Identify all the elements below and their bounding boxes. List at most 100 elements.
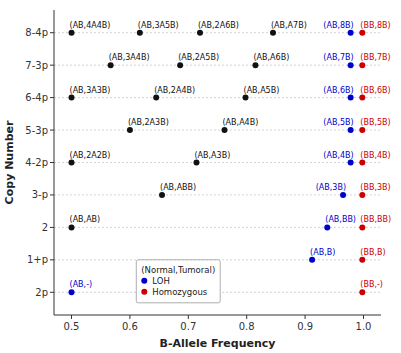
- x-tick: [363, 315, 364, 319]
- x-axis-line: [54, 315, 381, 316]
- axes: 2p1+p23-p4-2p5-3p6-4p7-3p8-4p0.50.60.70.…: [25, 10, 381, 332]
- legend: (Normal,Tumoral)LOHHomozygous: [136, 260, 220, 303]
- point: [69, 224, 75, 230]
- grid-line: [54, 65, 381, 66]
- point-label: (BB,7B): [360, 53, 390, 62]
- x-tick: [305, 315, 306, 319]
- point-label: (AB,A4B): [223, 118, 259, 127]
- point: [127, 127, 133, 133]
- point-label: (AB,3B): [316, 183, 346, 192]
- point-label: (AB,A3B): [194, 151, 230, 160]
- point: [193, 160, 199, 166]
- point-label: (BB,B): [360, 248, 385, 257]
- x-tick: [188, 315, 189, 319]
- x-tick-label: 0.7: [180, 321, 196, 332]
- point-label: (AB,4B): [323, 151, 353, 160]
- point: [69, 289, 75, 295]
- x-tick: [246, 315, 247, 319]
- point: [222, 127, 228, 133]
- point: [348, 95, 354, 101]
- y-tick: [50, 194, 54, 195]
- point-label: (AB,2A6B): [198, 21, 239, 30]
- x-tick-label: 0.9: [297, 321, 313, 332]
- point-label: (AB,2A5B): [178, 53, 219, 62]
- grid-line: [54, 32, 381, 33]
- x-tick-label: 0.5: [64, 321, 80, 332]
- point: [243, 95, 249, 101]
- point-label: (BB,3B): [360, 183, 390, 192]
- grid-line: [54, 162, 381, 163]
- point: [69, 30, 75, 36]
- point: [348, 62, 354, 68]
- point-label: (BB,6B): [360, 86, 390, 95]
- point: [359, 289, 365, 295]
- point-label: (AB,2A4B): [154, 86, 195, 95]
- y-tick-label: 3-p: [32, 189, 48, 200]
- point: [359, 160, 365, 166]
- legend-frame: [136, 260, 220, 303]
- point-label: (AB,AB): [70, 215, 101, 224]
- x-tick: [129, 315, 130, 319]
- point: [359, 224, 365, 230]
- legend-marker: [141, 289, 147, 295]
- point: [348, 127, 354, 133]
- y-tick: [50, 130, 54, 131]
- y-tick-label: 2p: [35, 287, 48, 298]
- x-tick-label: 1.0: [356, 321, 372, 332]
- point: [137, 30, 143, 36]
- point-label: (AB,4A4B): [70, 21, 111, 30]
- point-labels: (AB,4A4B)(AB,3A5B)(AB,2A6B)(AB,A7B)(AB,3…: [70, 21, 392, 290]
- point: [340, 192, 346, 198]
- point-label: (BB,8B): [360, 21, 390, 30]
- point: [197, 30, 203, 36]
- x-axis-label: B-Allele Frequency: [160, 337, 276, 350]
- point: [177, 62, 183, 68]
- point: [359, 192, 365, 198]
- point: [359, 95, 365, 101]
- points: [69, 30, 366, 296]
- point-label: (AB,7B): [323, 53, 353, 62]
- point: [153, 95, 159, 101]
- point-label: (AB,-): [70, 280, 93, 289]
- point: [309, 257, 315, 263]
- y-tick: [50, 65, 54, 66]
- point-label: (BB,5B): [360, 118, 390, 127]
- point-label: (AB,3A4B): [109, 53, 150, 62]
- point-label: (AB,3A5B): [138, 21, 179, 30]
- point: [252, 62, 258, 68]
- point-label: (AB,ABB): [160, 183, 196, 192]
- y-tick: [50, 259, 54, 260]
- point: [270, 30, 276, 36]
- point: [108, 62, 114, 68]
- y-tick: [50, 162, 54, 163]
- legend-marker: [141, 278, 147, 284]
- point: [69, 95, 75, 101]
- grid-line: [54, 227, 381, 228]
- x-tick-label: 0.8: [239, 321, 255, 332]
- y-tick-label: 2: [42, 222, 48, 233]
- point-label: (AB,BB): [325, 215, 356, 224]
- point: [69, 160, 75, 166]
- y-tick-label: 6-4p: [25, 92, 48, 103]
- y-tick-label: 4-2p: [25, 157, 48, 168]
- grid-line: [54, 194, 381, 195]
- point: [359, 257, 365, 263]
- y-tick-label: 8-4p: [25, 27, 48, 38]
- point-label: (AB,2A2B): [70, 151, 111, 160]
- point-label: (BB,BB): [360, 215, 391, 224]
- point: [159, 192, 165, 198]
- legend-title: (Normal,Tumoral): [141, 265, 215, 275]
- point-label: (AB,A6B): [253, 53, 289, 62]
- y-tick: [50, 292, 54, 293]
- y-tick: [50, 32, 54, 33]
- point-label: (AB,5B): [323, 118, 353, 127]
- grid-line: [54, 97, 381, 98]
- point-label: (AB,2A3B): [128, 118, 169, 127]
- chart: 2p1+p23-p4-2p5-3p6-4p7-3p8-4p0.50.60.70.…: [0, 0, 401, 353]
- point: [359, 127, 365, 133]
- point-label: (AB,8B): [323, 21, 353, 30]
- x-tick: [71, 315, 72, 319]
- grid: [54, 33, 381, 293]
- point: [359, 30, 365, 36]
- point-label: (AB,6B): [323, 86, 353, 95]
